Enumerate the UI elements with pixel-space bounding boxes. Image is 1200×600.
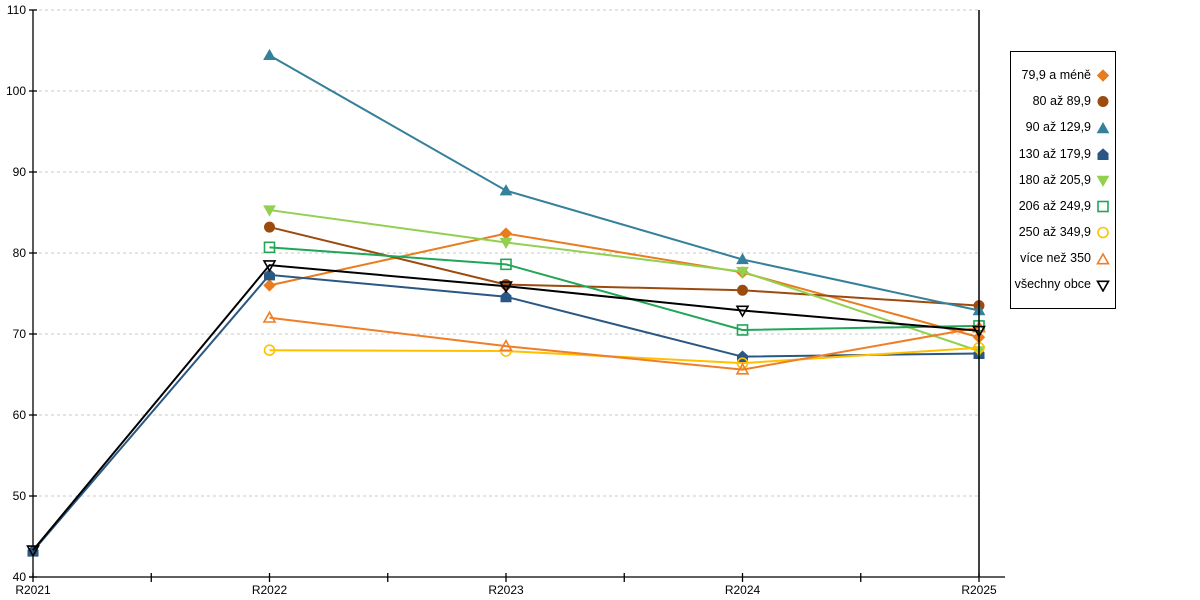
triangle-up-marker-icon bbox=[499, 339, 513, 352]
legend-label: všechny obce bbox=[1014, 277, 1091, 292]
x-tick-label: R2025 bbox=[961, 583, 997, 597]
series-line bbox=[269, 226, 980, 307]
triangle-up-marker-icon bbox=[499, 184, 513, 196]
x-tick-label: R2022 bbox=[252, 583, 288, 597]
pentagon-marker-icon bbox=[1096, 147, 1110, 161]
triangle-up-open-marker-icon bbox=[1096, 251, 1110, 266]
legend-label: 80 až 89,9 bbox=[1032, 94, 1091, 109]
triangle-up-marker-icon bbox=[735, 362, 750, 375]
triangle-down-marker-icon bbox=[735, 305, 750, 318]
series-line bbox=[269, 316, 980, 371]
legend-label: více než 350 bbox=[1020, 251, 1091, 266]
legend-item: 79,9 a méně bbox=[1015, 68, 1110, 82]
y-tick-label: 90 bbox=[13, 165, 27, 179]
pentagon-marker-icon bbox=[1097, 148, 1109, 160]
series-line bbox=[269, 54, 980, 312]
diamond-marker-icon bbox=[499, 227, 513, 240]
series-line bbox=[269, 209, 980, 352]
circle-marker-icon bbox=[264, 221, 275, 233]
circle-marker-icon bbox=[1096, 94, 1110, 108]
triangle-up-marker-icon bbox=[1096, 121, 1110, 135]
legend-label: 130 až 179,9 bbox=[1018, 146, 1091, 161]
chart-legend: 79,9 a méně 80 až 89,9 90 až 129,9 130 a… bbox=[1010, 51, 1116, 309]
legend-item: 80 až 89,9 bbox=[1015, 94, 1110, 108]
legend-item: 206 až 249,9 bbox=[1015, 199, 1110, 213]
circle-marker-icon bbox=[737, 284, 748, 296]
legend-label: 180 až 205,9 bbox=[1018, 172, 1091, 187]
triangle-down-open-marker-icon bbox=[1096, 278, 1110, 292]
series-markers bbox=[27, 268, 985, 557]
y-tick-label: 70 bbox=[13, 327, 27, 341]
y-tick-label: 80 bbox=[13, 246, 27, 260]
series-markers bbox=[263, 227, 986, 344]
triangle-down-marker-icon bbox=[499, 237, 513, 249]
triangle-down-marker-icon bbox=[1096, 280, 1110, 292]
series-line bbox=[32, 264, 980, 551]
square-open-marker-icon bbox=[1096, 199, 1110, 213]
triangle-down-marker-icon bbox=[263, 205, 276, 217]
legend-label: 250 až 349,9 bbox=[1018, 225, 1091, 240]
x-tick-label: R2021 bbox=[15, 583, 51, 597]
series-line bbox=[269, 246, 980, 331]
legend-item: všechny obce bbox=[1015, 278, 1110, 292]
triangle-up-marker-icon bbox=[1096, 251, 1110, 264]
series-line bbox=[269, 232, 980, 339]
legend-label: 206 až 249,9 bbox=[1018, 198, 1091, 213]
triangle-down-marker-icon bbox=[26, 545, 40, 558]
square-marker-icon bbox=[1097, 200, 1109, 213]
y-tick-label: 50 bbox=[13, 489, 27, 503]
circle-marker-icon bbox=[736, 357, 749, 369]
diamond-marker-icon bbox=[1096, 68, 1110, 82]
series-line bbox=[269, 346, 980, 365]
series-line bbox=[32, 273, 980, 552]
legend-label: 90 až 129,9 bbox=[1025, 120, 1091, 135]
y-tick-label: 40 bbox=[13, 570, 27, 584]
y-tick-label: 60 bbox=[13, 408, 27, 422]
y-tick-label: 110 bbox=[7, 3, 26, 17]
square-marker-icon bbox=[263, 241, 276, 254]
legend-item: 130 až 179,9 bbox=[1015, 147, 1110, 161]
legend-item: 90 až 129,9 bbox=[1015, 121, 1110, 135]
triangle-down-marker-icon bbox=[1096, 175, 1110, 187]
legend-label: 79,9 a méně bbox=[1021, 67, 1092, 82]
circle-marker-icon bbox=[1097, 96, 1109, 108]
legend-item: 250 až 349,9 bbox=[1015, 225, 1110, 239]
circle-open-marker-icon bbox=[1096, 225, 1110, 239]
triangle-up-marker-icon bbox=[263, 48, 276, 61]
circle-marker-icon bbox=[263, 344, 276, 357]
square-marker-icon bbox=[500, 258, 512, 271]
x-tick-label: R2023 bbox=[488, 583, 524, 597]
pentagon-marker-icon bbox=[264, 268, 275, 281]
series-markers bbox=[263, 205, 986, 358]
diamond-marker-icon bbox=[1096, 69, 1110, 82]
diamond-marker-icon bbox=[263, 279, 276, 292]
x-tick-label: R2024 bbox=[725, 583, 761, 597]
triangle-up-marker-icon bbox=[1096, 121, 1110, 133]
square-marker-icon bbox=[736, 324, 749, 336]
pentagon-marker-icon bbox=[500, 290, 512, 303]
y-tick-label: 100 bbox=[6, 84, 26, 98]
triangle-up-marker-icon bbox=[736, 252, 749, 265]
triangle-down-marker-icon bbox=[736, 266, 749, 279]
triangle-up-marker-icon bbox=[262, 310, 277, 323]
triangle-down-marker-icon bbox=[499, 281, 513, 294]
circle-marker-icon bbox=[1097, 227, 1109, 239]
triangle-down-marker-icon bbox=[1096, 173, 1110, 187]
legend-item: 180 až 205,9 bbox=[1015, 173, 1110, 187]
triangle-down-marker-icon bbox=[262, 260, 277, 273]
legend-item: více než 350 bbox=[1015, 251, 1110, 266]
